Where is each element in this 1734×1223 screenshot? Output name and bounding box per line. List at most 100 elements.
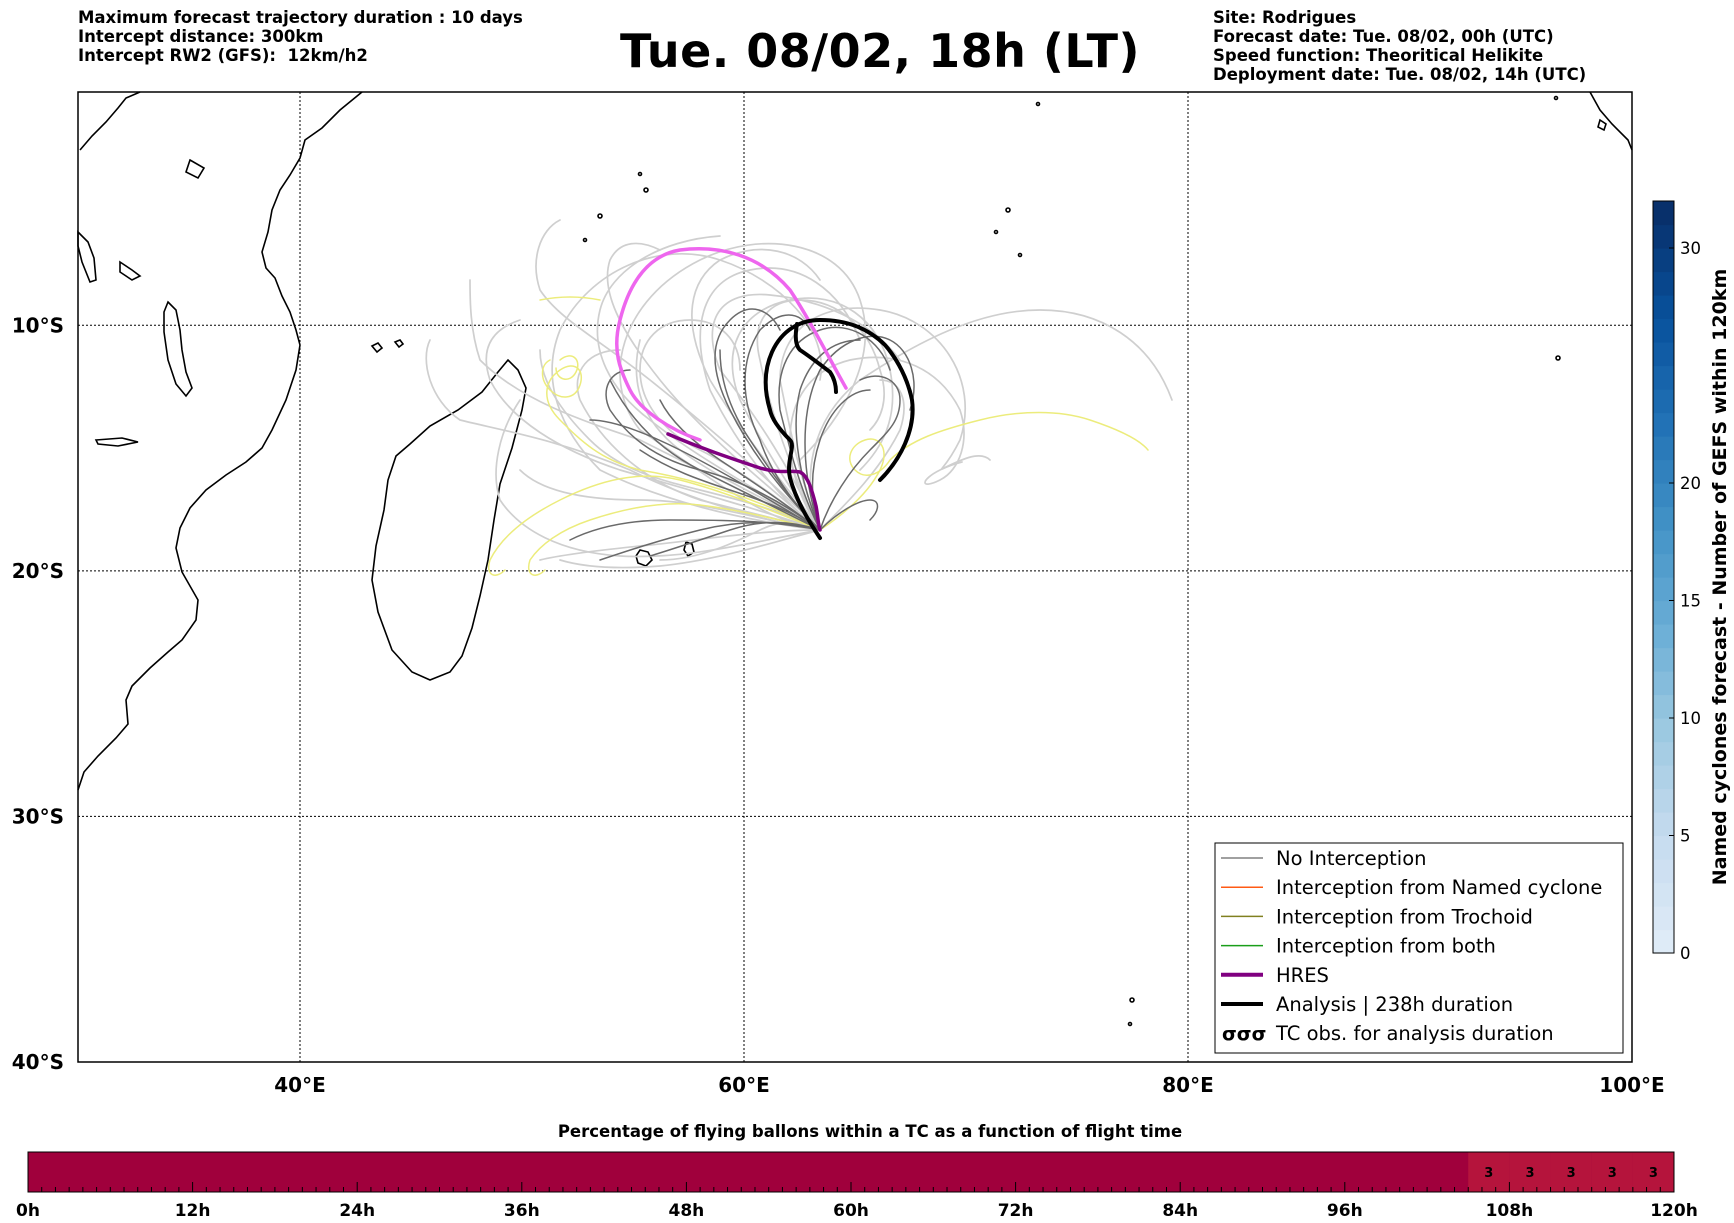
trajectory-yellow	[539, 296, 601, 301]
lon-tick-label: 40°E	[274, 1073, 326, 1097]
kenya-detail	[185, 158, 206, 180]
flight-time-cell	[1509, 1152, 1551, 1192]
colorbar-tick-label: 30	[1680, 239, 1701, 258]
flight-time-tick-label: 48h	[669, 1201, 705, 1221]
colorbar-cell	[1653, 859, 1674, 884]
colorbar-cell	[1653, 812, 1674, 837]
colorbar-tick-label: 15	[1680, 592, 1701, 611]
trajectory-yellow	[528, 502, 821, 576]
colorbar-cell	[1653, 624, 1674, 649]
colorbar-cell	[1653, 694, 1674, 719]
trajectory-dark	[659, 399, 821, 531]
colorbar-cell	[1653, 436, 1674, 461]
somalia-coastline	[79, 91, 141, 151]
header-right-line: Forecast date: Tue. 08/02, 00h (UTC)	[1213, 27, 1554, 46]
comoros-island	[370, 341, 384, 354]
trajectory-dark	[804, 335, 915, 531]
trajectory-light	[551, 252, 823, 531]
colorbar-cell	[1653, 389, 1674, 414]
island-speck	[637, 171, 643, 177]
lat-tick-label: 10°S	[12, 313, 64, 337]
flight-time-cell	[1632, 1152, 1674, 1192]
flight-time-tick-label: 0h	[16, 1201, 40, 1221]
flight-time-tick-label: 36h	[504, 1201, 540, 1221]
axis-labels: 40°E 60°E 80°E 100°E 10°S 20°S 30°S 40°S	[12, 313, 1665, 1097]
legend-item-label: TC obs. for analysis duration	[1275, 1022, 1554, 1045]
island-speck	[643, 187, 649, 193]
flight-time-tick-label: 96h	[1327, 1201, 1363, 1221]
trajectories	[425, 219, 1173, 576]
island-speck	[597, 213, 603, 219]
lat-tick-label: 40°S	[12, 1050, 64, 1074]
flight-time-cell-value: 3	[1484, 1166, 1493, 1181]
colorbar-cell	[1653, 530, 1674, 555]
flight-time-cell-value: 3	[1649, 1166, 1658, 1181]
colorbar-cell	[1653, 929, 1674, 954]
lake-outline	[94, 437, 139, 447]
trajectory-dark	[719, 349, 821, 531]
trajectory-light	[809, 309, 1173, 531]
trajectory-light	[559, 529, 821, 569]
colorbar-tick-label: 0	[1680, 944, 1691, 963]
flight-time-bar-title: Percentage of flying ballons within a TC…	[558, 1122, 1182, 1141]
trajectory-light	[691, 248, 821, 531]
header-left-info: Maximum forecast trajectory duration : 1…	[78, 8, 523, 65]
colorbar-cell	[1653, 600, 1674, 625]
legend-box	[1214, 842, 1624, 1054]
flight-time-tick-label: 12h	[175, 1201, 211, 1221]
colorbar-cell	[1653, 459, 1674, 484]
lat-tick-label: 30°S	[12, 804, 64, 828]
header-right-line: Deployment date: Tue. 08/02, 14h (UTC)	[1213, 65, 1587, 84]
trajectory-light	[485, 319, 821, 531]
analysis-track	[763, 318, 915, 540]
colorbar-tick-label: 10	[1680, 709, 1701, 728]
legend: No Interception Interception from Named c…	[1214, 842, 1624, 1054]
header-right-info: Site: Rodrigues Forecast date: Tue. 08/0…	[1213, 8, 1586, 84]
lon-tick-label: 100°E	[1599, 1073, 1664, 1097]
flight-time-cell-value: 3	[1567, 1166, 1576, 1181]
colorbar-cell	[1653, 741, 1674, 766]
flight-time-tick-label: 108h	[1486, 1201, 1534, 1221]
flight-time-cell	[1468, 1152, 1510, 1192]
colorbar: 0 5 10 15 20 30 Named cyclones forecast - Num…	[1652, 200, 1731, 963]
trajectory-light	[495, 399, 821, 558]
trajectory-light	[519, 469, 821, 531]
colorbar-cell	[1653, 224, 1674, 249]
colorbar-cell	[1653, 342, 1674, 367]
colorbar-cell	[1653, 248, 1674, 273]
lake-outline	[163, 300, 193, 398]
trajectory-dark	[778, 326, 891, 531]
colorbar-cell	[1653, 318, 1674, 343]
colorbar-cell	[1653, 295, 1674, 320]
legend-item-label: Interception from both	[1276, 935, 1496, 958]
colorbar-cell	[1653, 412, 1674, 437]
colorbar-frame	[1652, 200, 1675, 954]
header-left-line: Maximum forecast trajectory duration : 1…	[78, 8, 523, 27]
flight-time-cell-value: 3	[1608, 1166, 1617, 1181]
colorbar-cell	[1653, 788, 1674, 813]
legend-item-label: Interception from Named cyclone	[1276, 876, 1602, 899]
island-speck	[1129, 997, 1135, 1003]
legend-item-label: No Interception	[1276, 847, 1427, 870]
legend-item-label: Interception from Trochoid	[1276, 905, 1533, 928]
colorbar-cell	[1653, 577, 1674, 602]
lon-tick-label: 60°E	[718, 1073, 770, 1097]
yellow-tracks	[488, 296, 1149, 576]
comoros-island	[393, 339, 405, 349]
flight-time-cell-value: 3	[1525, 1166, 1534, 1181]
colorbar-tick-label: 5	[1680, 827, 1691, 846]
lat-tick-label: 20°S	[12, 559, 64, 583]
flight-time-tick-label: 84h	[1162, 1201, 1198, 1221]
colorbar-cell	[1653, 553, 1674, 578]
colorbar-cell	[1653, 882, 1674, 907]
trajectory-dark	[819, 375, 901, 531]
colorbar-label: Named cyclones forecast - Number of GEFS…	[1709, 269, 1731, 886]
page-title: Tue. 08/02, 18h (LT)	[620, 24, 1140, 78]
trajectory-dark	[795, 339, 861, 531]
lon-tick-label: 80°E	[1162, 1073, 1214, 1097]
island-speck	[1005, 207, 1011, 213]
trajectory-dark	[744, 314, 821, 531]
madagascar-coastline	[371, 358, 527, 681]
trajectory-light	[711, 293, 901, 531]
